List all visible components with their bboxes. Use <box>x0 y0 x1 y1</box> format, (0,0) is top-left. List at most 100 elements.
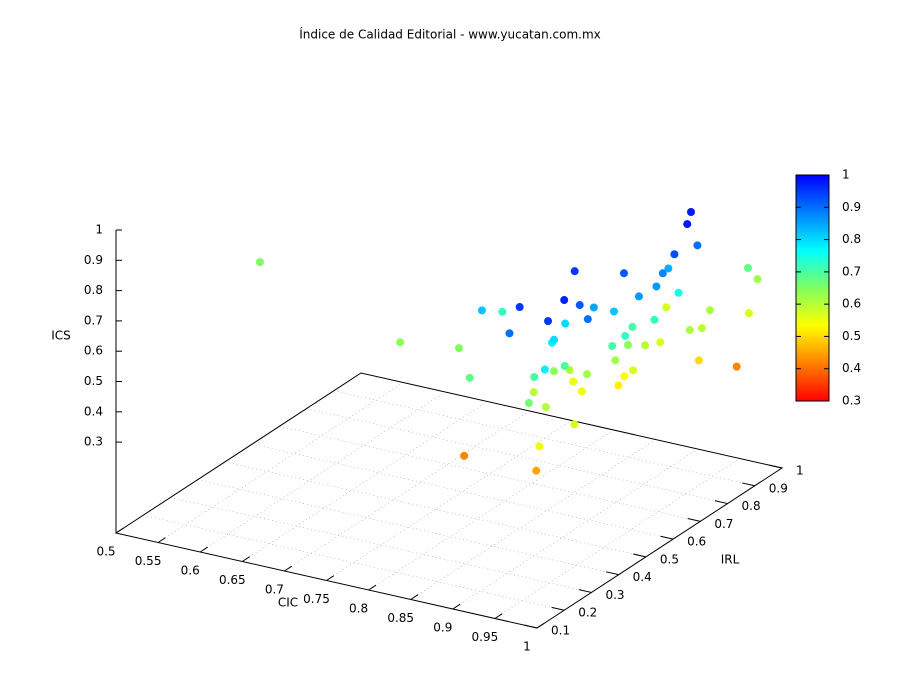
point <box>619 269 628 278</box>
point <box>505 329 514 338</box>
z-tick-label: 0.8 <box>84 283 103 297</box>
point <box>560 361 569 370</box>
y-tick-label: 0.8 <box>742 499 761 513</box>
grid-line <box>197 479 619 575</box>
point <box>732 362 741 371</box>
z-tick-label: 0.6 <box>84 344 103 358</box>
point <box>614 381 623 390</box>
y-tick-label: 0.6 <box>687 535 706 549</box>
point <box>620 372 629 381</box>
y-tick-label: 1 <box>796 464 804 478</box>
point <box>662 303 671 312</box>
y-tick <box>742 482 755 487</box>
x-tick <box>284 565 293 572</box>
point <box>743 263 752 272</box>
point <box>515 303 524 312</box>
point <box>570 267 579 276</box>
point <box>583 315 592 324</box>
grid-line <box>242 401 488 562</box>
x-tick-label: 0.55 <box>135 554 162 568</box>
chart-title: Índice de Calidad Editorial - www.yucata… <box>299 27 601 42</box>
x-tick-label: 0.7 <box>265 583 284 597</box>
y-tick-label: 0.2 <box>578 606 597 620</box>
x-tick-label: 0.75 <box>303 592 330 606</box>
point <box>694 356 703 365</box>
point <box>575 301 584 310</box>
colorbar-tick-label: 0.4 <box>842 361 861 375</box>
point <box>634 292 643 301</box>
y-tick-label: 0.7 <box>714 517 733 531</box>
x-tick <box>326 575 335 581</box>
point <box>532 466 541 475</box>
point <box>753 275 762 284</box>
x-axis-label: CIC <box>278 596 298 610</box>
point <box>693 241 702 250</box>
point <box>569 377 578 386</box>
point <box>524 398 533 407</box>
point <box>686 207 695 216</box>
point <box>255 258 264 267</box>
point <box>530 373 539 382</box>
point <box>611 356 620 365</box>
point <box>540 365 549 374</box>
x-tick <box>368 584 377 591</box>
x-tick-label: 0.6 <box>181 564 200 578</box>
y-tick-label: 0.3 <box>605 588 624 602</box>
point <box>650 315 659 324</box>
y-tick-label: 0.9 <box>769 481 788 495</box>
point <box>608 342 617 351</box>
point <box>629 366 638 375</box>
grid-line <box>494 458 741 619</box>
point <box>577 387 586 396</box>
grid-line <box>200 391 446 553</box>
base-frame <box>114 372 784 629</box>
point <box>535 442 544 451</box>
point <box>550 335 559 344</box>
point <box>628 322 637 331</box>
point <box>609 307 618 316</box>
point <box>623 341 632 350</box>
point <box>550 367 559 376</box>
y-tick <box>605 571 619 576</box>
grid-line <box>224 461 646 558</box>
point <box>396 338 405 347</box>
x-tick-label: 1 <box>523 640 531 654</box>
y-tick <box>687 517 701 522</box>
x-tick <box>494 613 503 619</box>
grid-line <box>452 448 698 610</box>
point <box>460 451 469 460</box>
y-tick-label: 0.4 <box>633 570 652 584</box>
y-tick <box>633 553 646 558</box>
point <box>589 303 598 312</box>
point <box>658 269 667 278</box>
colorbar-tick-label: 0.7 <box>842 264 861 278</box>
point <box>683 220 692 229</box>
z-tick-label: 0.3 <box>84 435 103 449</box>
y-tick-label: 0.5 <box>660 552 679 566</box>
z-tick-label: 0.7 <box>84 313 103 327</box>
point <box>705 306 714 315</box>
colorbar-tick-label: 0.6 <box>842 297 861 311</box>
point <box>560 296 569 305</box>
point <box>674 288 683 297</box>
z-tick-label: 0.4 <box>84 404 103 418</box>
y-tick <box>578 589 592 593</box>
y-axis-label: IRL <box>721 553 740 567</box>
point <box>652 282 661 291</box>
point <box>477 306 486 315</box>
x-tick-label: 0.8 <box>349 602 368 616</box>
y-tick <box>714 500 728 505</box>
grid-line <box>410 439 656 600</box>
point <box>570 420 579 429</box>
point <box>664 264 673 273</box>
point <box>465 373 474 382</box>
x-tick <box>410 594 419 600</box>
x-tick-label: 0.95 <box>472 630 499 644</box>
point <box>744 309 753 318</box>
x-tick-label: 0.65 <box>219 573 246 587</box>
point <box>498 307 507 316</box>
colorbar <box>795 174 830 402</box>
colorbar-tick-label: 0.9 <box>842 200 861 214</box>
point <box>656 338 665 347</box>
